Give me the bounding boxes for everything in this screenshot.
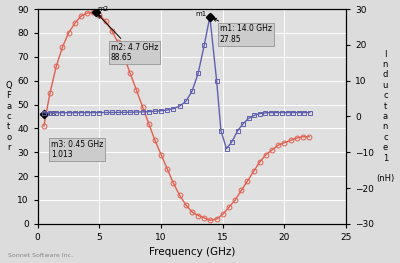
X-axis label: Frequency (GHz): Frequency (GHz) <box>149 247 235 257</box>
Y-axis label: Q
F
a
c
t
o
r: Q F a c t o r <box>6 81 12 152</box>
Text: m3: m3 <box>46 112 57 118</box>
Y-axis label: I
n
d
u
c
t
a
n
c
e
1

(nH): I n d u c t a n c e 1 (nH) <box>376 49 394 183</box>
Text: m1: m1 <box>195 11 206 17</box>
Text: m3: 0.45 GHz
1.013: m3: 0.45 GHz 1.013 <box>51 140 104 159</box>
Text: m2: 4.7 GHz
88.65: m2: 4.7 GHz 88.65 <box>98 15 158 62</box>
Text: m2: m2 <box>98 6 109 12</box>
Text: m1: 14.0 GHz
27.85: m1: 14.0 GHz 27.85 <box>213 18 272 44</box>
Text: Sonnet Software Inc.: Sonnet Software Inc. <box>8 253 73 258</box>
